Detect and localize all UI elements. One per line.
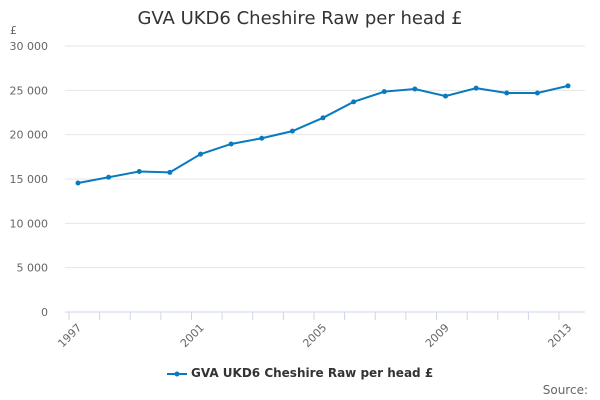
x-tick-label: 2009 (423, 321, 452, 350)
data-point (259, 135, 265, 141)
data-point (473, 85, 479, 91)
data-point (381, 89, 387, 95)
y-tick-label: 15 000 (10, 173, 49, 186)
y-tick-label: 10 000 (10, 217, 49, 230)
legend-label: GVA UKD6 Cheshire Raw per head £ (191, 366, 434, 380)
data-point (106, 174, 112, 180)
legend-line-icon (166, 371, 187, 376)
data-point (443, 93, 448, 99)
data-point (412, 86, 418, 92)
data-point (167, 169, 173, 175)
data-point (320, 115, 326, 121)
y-axis-unit: £ (10, 24, 17, 37)
y-tick-label: 20 000 (10, 129, 49, 142)
x-tick-label: 2005 (300, 321, 329, 350)
y-tick-label: 0 (41, 306, 48, 319)
y-tick-label: 25 000 (10, 84, 49, 97)
y-tick-label: 5 000 (17, 262, 49, 275)
data-point (198, 151, 203, 157)
y-tick-label: 30 000 (10, 40, 49, 53)
data-point (534, 90, 540, 96)
x-tick-label: 2001 (178, 321, 207, 350)
data-point (289, 128, 295, 134)
data-point (136, 168, 142, 174)
legend-item[interactable]: GVA UKD6 Cheshire Raw per head £ (0, 366, 600, 380)
data-point (351, 99, 357, 105)
x-tick-label: 2013 (545, 321, 574, 350)
source-label: Source: (542, 383, 588, 397)
chart-title: GVA UKD6 Cheshire Raw per head £ (137, 8, 463, 29)
x-tick-label: 1997 (55, 321, 84, 350)
data-point (504, 90, 510, 96)
data-point (228, 141, 234, 147)
data-point (75, 180, 81, 186)
data-point (565, 83, 571, 89)
